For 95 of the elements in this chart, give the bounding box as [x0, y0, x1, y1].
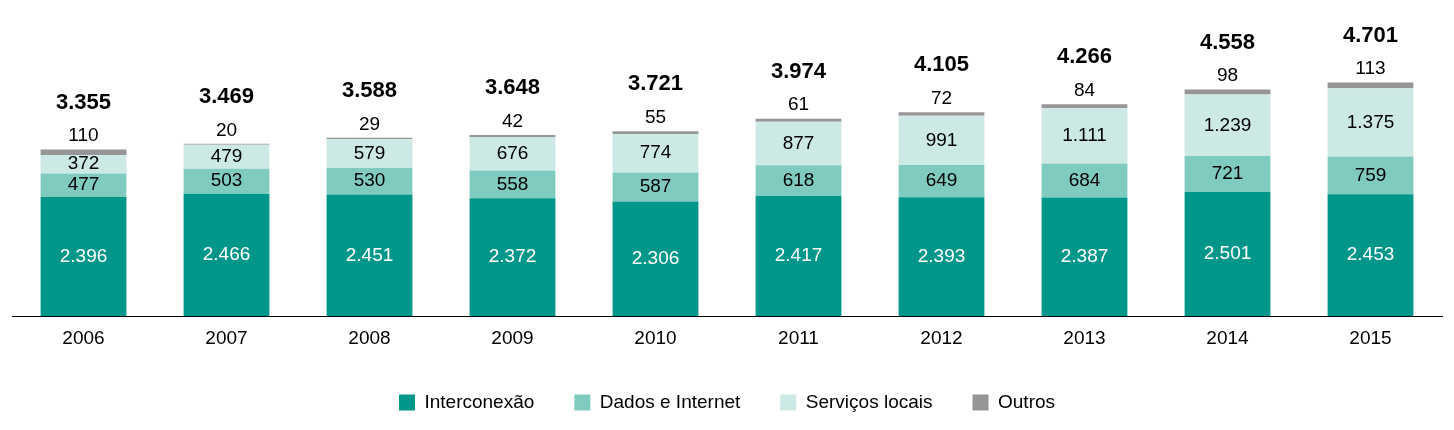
bar: [326, 139, 413, 169]
legend-label: Dados e Internet: [599, 390, 742, 412]
data-label: 29: [358, 112, 381, 134]
legend-label: Serviços locais: [805, 390, 933, 412]
total-label: 4.701: [1342, 21, 1399, 47]
bar: [1041, 104, 1128, 109]
bar: [755, 196, 842, 317]
data-label: 1.111: [1062, 124, 1107, 146]
bar: [1327, 88, 1414, 157]
data-label: 2.372: [488, 245, 537, 267]
data-label: 759: [1354, 163, 1387, 185]
bar: [612, 172, 699, 202]
data-label: 649: [925, 169, 958, 191]
total-label: 3.355: [55, 88, 112, 114]
bar: [469, 134, 556, 137]
data-label: 530: [353, 169, 386, 191]
x-tick-label: 2008: [348, 326, 391, 348]
bar: [1041, 108, 1128, 164]
data-label: 2.501: [1203, 242, 1252, 264]
data-label: 2.417: [774, 244, 823, 266]
bar: [898, 197, 985, 317]
data-label: 503: [210, 169, 243, 191]
x-tick-label: 2011: [778, 326, 819, 348]
bar: [469, 198, 556, 317]
data-label: 774: [639, 141, 672, 163]
bar: [1184, 94, 1271, 157]
legend-label: Interconexão: [424, 390, 535, 412]
data-label: 618: [782, 168, 815, 190]
bar: [898, 115, 985, 166]
data-label: 72: [930, 86, 953, 108]
data-label: 558: [496, 172, 529, 194]
bar: [183, 193, 270, 317]
bar: [612, 131, 699, 134]
bar: [183, 144, 270, 169]
data-label: 84: [1073, 78, 1096, 100]
bar: [755, 118, 842, 122]
total-label: 3.648: [484, 73, 541, 99]
data-label: 61: [787, 93, 810, 115]
x-tick-label: 2006: [62, 326, 105, 348]
bar: [755, 121, 842, 166]
data-label: 113: [1355, 57, 1386, 79]
bar: [612, 201, 699, 317]
total-label: 3.974: [770, 57, 827, 83]
data-label: 2.306: [631, 247, 680, 269]
x-tick-label: 2009: [491, 326, 534, 348]
x-tick-label: 2007: [205, 326, 248, 348]
data-label: 587: [639, 175, 672, 197]
bar: [1184, 156, 1271, 192]
bar: [326, 194, 413, 317]
x-tick-label: 2013: [1063, 326, 1106, 348]
x-tick-label: 2012: [920, 326, 963, 348]
data-label: 20: [215, 118, 238, 140]
bar: [755, 165, 842, 197]
bar: [1041, 163, 1128, 198]
data-label: 2.387: [1060, 245, 1109, 267]
bar: [1184, 191, 1271, 317]
total-label: 4.266: [1056, 43, 1113, 69]
data-label: 676: [496, 142, 529, 164]
bar: [1327, 156, 1414, 195]
bar: [1327, 194, 1414, 317]
data-label: 991: [925, 128, 958, 150]
bar: [612, 133, 699, 173]
data-label: 2.451: [345, 243, 394, 265]
x-tick-label: 2014: [1206, 326, 1250, 348]
bar: [40, 173, 127, 198]
total-label: 4.558: [1199, 28, 1256, 54]
data-label: 2.453: [1346, 243, 1395, 265]
data-label: 2.396: [59, 244, 108, 266]
x-tick-label: 2015: [1349, 326, 1392, 348]
bar: [898, 112, 985, 116]
bar: [469, 136, 556, 171]
total-label: 3.588: [341, 76, 398, 102]
bar: [1041, 197, 1128, 317]
data-label: 110: [68, 124, 99, 146]
total-label: 3.469: [198, 82, 255, 108]
data-label: 98: [1216, 64, 1239, 86]
bar: [40, 149, 127, 155]
data-label: 721: [1211, 162, 1244, 184]
data-label: 477: [67, 173, 100, 195]
x-tick-label: 2010: [634, 326, 677, 348]
data-label: 55: [644, 105, 667, 127]
data-label: 479: [210, 144, 243, 166]
data-label: 1.375: [1346, 110, 1395, 132]
total-label: 3.721: [627, 70, 684, 96]
data-label: 372: [67, 152, 100, 174]
data-label: 877: [782, 131, 815, 153]
data-label: 1.239: [1203, 113, 1252, 135]
total-label: 4.105: [913, 51, 970, 77]
data-label: 42: [501, 109, 524, 131]
legend-label: Outros: [998, 390, 1056, 412]
data-label: 579: [353, 141, 386, 163]
data-label: 2.393: [917, 244, 966, 266]
bar: [40, 197, 127, 317]
data-label: 684: [1068, 168, 1101, 190]
data-label: 2.466: [202, 243, 251, 265]
